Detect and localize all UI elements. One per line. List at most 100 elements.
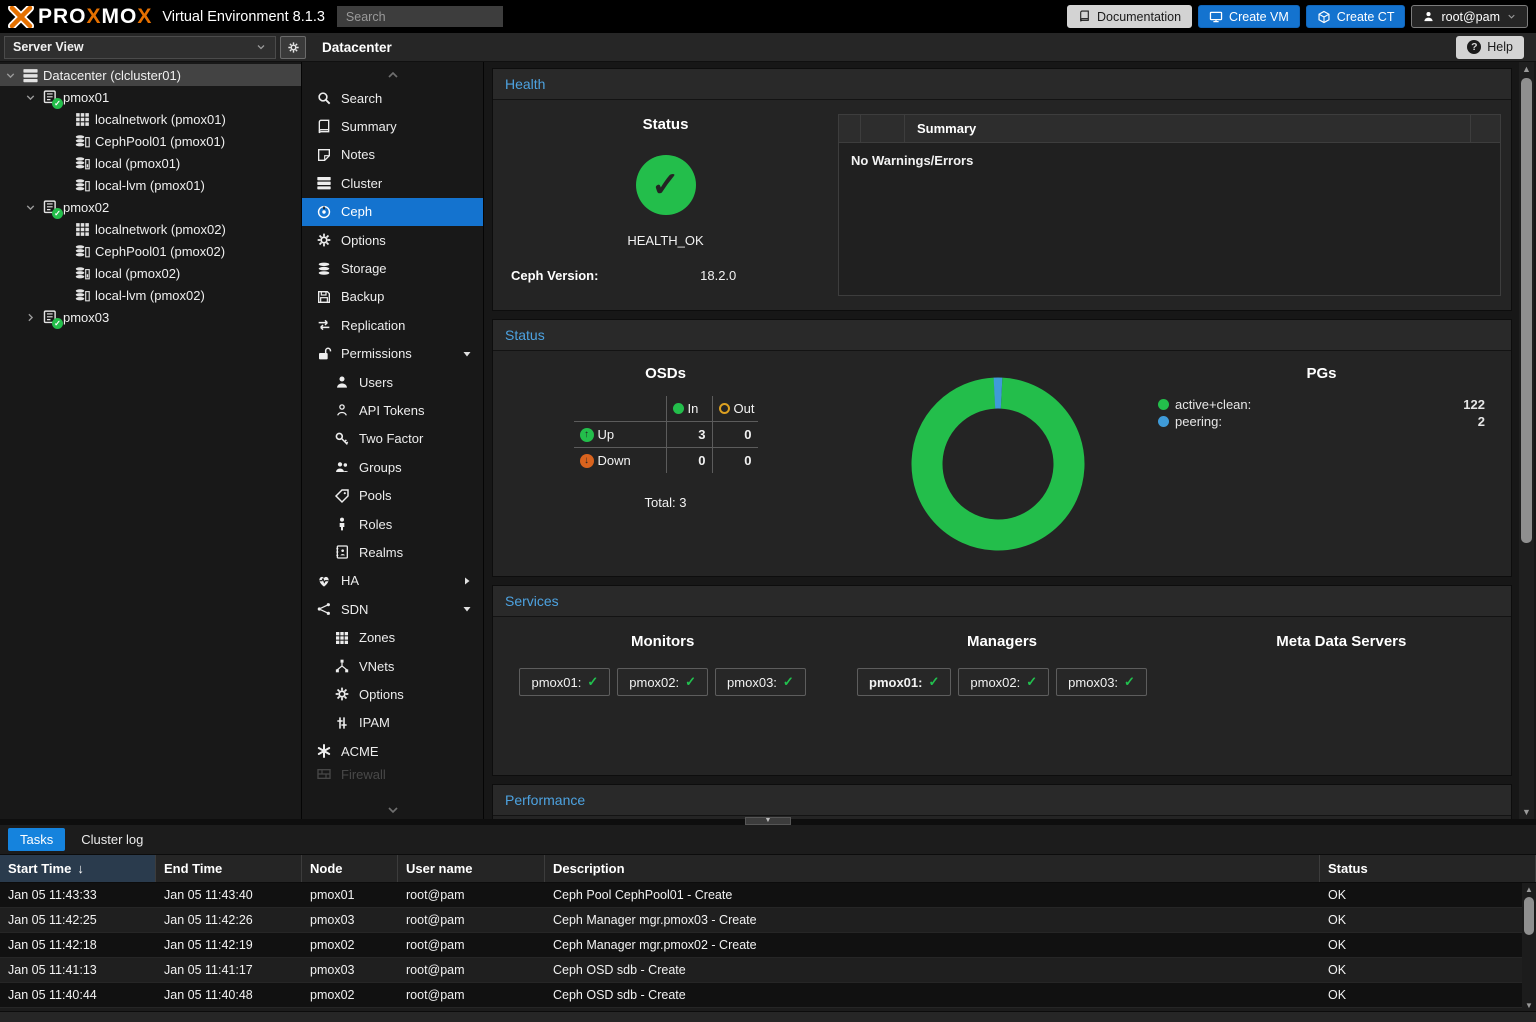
tree-item-pmox03[interactable]: pmox03 — [0, 306, 301, 329]
column-header-start-time[interactable]: Start Time ↓ — [0, 855, 156, 882]
view-selector[interactable]: Server View — [4, 35, 276, 59]
pg-legend-row: active+clean: 122 — [1158, 396, 1485, 413]
menu-item-cluster[interactable]: Cluster — [302, 169, 483, 197]
pg-legend-dot-icon — [1158, 416, 1169, 427]
bottom-strip — [0, 1011, 1536, 1022]
column-header-node[interactable]: Node — [302, 855, 398, 882]
scroll-down-arrow[interactable]: ▼ — [1525, 1000, 1533, 1010]
menu-item-notes[interactable]: Notes — [302, 141, 483, 169]
task-end-time: Jan 05 11:41:17 — [164, 963, 253, 977]
tree-item-local-lvm-pmox01[interactable]: local-lvm (pmox01) — [0, 174, 301, 196]
menu-item-sdn[interactable]: SDN — [302, 595, 483, 623]
health-ok-icon: ✓ — [635, 155, 696, 215]
menu-item-search[interactable]: Search — [302, 84, 483, 112]
menu-item-storage[interactable]: Storage — [302, 254, 483, 282]
menu-item-summary[interactable]: Summary — [302, 112, 483, 140]
health-summary-table: Summary No Warnings/Errors — [838, 114, 1501, 296]
tree-item-local-lvm-pmox02[interactable]: local-lvm (pmox02) — [0, 284, 301, 306]
menu-scroll-down-indicator[interactable] — [302, 801, 483, 819]
pg-legend-value: 122 — [1463, 397, 1485, 412]
tree-item-pmox02[interactable]: pmox02 — [0, 196, 301, 219]
tree-item-local-pmox01[interactable]: local (pmox01) — [0, 152, 301, 174]
tree-item-cephpool01-pmox01[interactable]: CephPool01 (pmox01) — [0, 130, 301, 152]
documentation-button[interactable]: Documentation — [1066, 5, 1193, 28]
scrollbar-thumb[interactable] — [1521, 78, 1532, 543]
main-scrollbar[interactable]: ▲ ▼ — [1519, 62, 1534, 819]
menu-expand-icon — [461, 603, 473, 615]
menu-item-users[interactable]: Users — [302, 368, 483, 396]
menu-item-acme[interactable]: ACME — [302, 737, 483, 765]
task-row[interactable]: Jan 05 11:43:33 Jan 05 11:43:40 pmox01 r… — [0, 883, 1536, 908]
menu-item-roles[interactable]: Roles — [302, 510, 483, 538]
menu-item-label: SDN — [341, 601, 369, 617]
menu-item-realms[interactable]: Realms — [302, 538, 483, 566]
user-menu-button[interactable]: root@pam — [1411, 5, 1528, 28]
tab-tasks[interactable]: Tasks — [8, 828, 66, 851]
column-header-description[interactable]: Description — [545, 855, 1320, 882]
view-settings-button[interactable] — [280, 35, 306, 59]
menu-item-replication[interactable]: Replication — [302, 311, 483, 339]
tree-item-icon — [73, 110, 91, 128]
book-icon — [1078, 10, 1091, 23]
menu-item-api-tokens[interactable]: API Tokens — [302, 396, 483, 424]
tree-item-localnetwork-pmox02[interactable]: localnetwork (pmox02) — [0, 218, 301, 240]
tasks-scrollbar[interactable]: ▲ ▼ — [1522, 883, 1536, 1011]
tab-cluster-log[interactable]: Cluster log — [81, 832, 144, 847]
menu-item-groups[interactable]: Groups — [302, 453, 483, 481]
tree-item-label: local (pmox01) — [95, 155, 181, 171]
column-header-end-time[interactable]: End Time — [156, 855, 302, 882]
tree-item-localnetwork-pmox01[interactable]: localnetwork (pmox01) — [0, 108, 301, 130]
menu-item-icon — [316, 232, 332, 248]
tree-item-icon — [73, 176, 91, 194]
tree-item-icon — [73, 220, 91, 238]
column-header-user-name[interactable]: User name — [398, 855, 545, 882]
menu-item-label: IPAM — [359, 715, 390, 731]
menu-item-icon — [334, 544, 350, 560]
summary-column-header[interactable]: Summary — [917, 121, 977, 136]
create-vm-button[interactable]: Create VM — [1198, 5, 1300, 28]
tree-item-local-pmox02[interactable]: local (pmox02) — [0, 262, 301, 284]
ceph-version-value: 18.2.0 — [700, 268, 737, 283]
global-search-input[interactable] — [336, 6, 503, 27]
datacenter-menu: Search Summary Notes — [302, 62, 484, 819]
tree-item-pmox01[interactable]: pmox01 — [0, 86, 301, 109]
menu-item-label: HA — [341, 573, 360, 589]
menu-item-firewall[interactable]: Firewall — [302, 765, 483, 783]
scroll-down-arrow[interactable]: ▼ — [1522, 807, 1531, 817]
menu-item-ceph[interactable]: Ceph — [302, 197, 483, 226]
menu-scroll-up-indicator[interactable] — [302, 66, 483, 84]
task-row[interactable]: Jan 05 11:42:25 Jan 05 11:42:26 pmox03 r… — [0, 908, 1536, 933]
menu-item-zones[interactable]: Zones — [302, 623, 483, 651]
create-ct-button[interactable]: Create CT — [1305, 5, 1406, 28]
scroll-up-arrow[interactable]: ▲ — [1522, 64, 1531, 74]
menu-item-permissions[interactable]: Permissions — [302, 340, 483, 368]
splitter-handle[interactable]: ▼ — [745, 817, 791, 825]
menu-item-sdn-options[interactable]: Options — [302, 680, 483, 708]
panel-splitter[interactable]: ▼ — [0, 817, 1536, 825]
menu-expand-icon — [461, 632, 473, 644]
tree-item-label: pmox03 — [63, 309, 110, 325]
task-row[interactable]: Jan 05 11:41:13 Jan 05 11:41:17 pmox03 r… — [0, 958, 1536, 983]
menu-item-ha[interactable]: HA — [302, 567, 483, 595]
scrollbar-thumb[interactable] — [1524, 897, 1534, 935]
column-header-status[interactable]: Status — [1320, 855, 1536, 882]
monitors-title: Monitors — [631, 633, 695, 650]
pgs-legend: active+clean: 122 peering: 2 — [1158, 396, 1485, 430]
menu-item-pools[interactable]: Pools — [302, 481, 483, 509]
menu-item-vnets[interactable]: VNets — [302, 652, 483, 680]
tree-item-icon — [41, 308, 63, 329]
menu-item-backup[interactable]: Backup — [302, 283, 483, 311]
status-panel: Status OSDs In Out ↑ Up 3 0 ↓ Down 0 — [492, 319, 1512, 577]
task-status: OK — [1328, 963, 1347, 977]
task-row[interactable]: Jan 05 11:42:18 Jan 05 11:42:19 pmox02 r… — [0, 933, 1536, 958]
menu-item-options[interactable]: Options — [302, 226, 483, 254]
question-icon: ? — [1467, 40, 1482, 54]
tree-item-cephpool01-pmox02[interactable]: CephPool01 (pmox02) — [0, 240, 301, 262]
menu-item-ipam[interactable]: IPAM — [302, 709, 483, 737]
tree-item-datacenter[interactable]: Datacenter (clcluster01) — [0, 64, 301, 86]
task-row[interactable]: Jan 05 11:40:44 Jan 05 11:40:48 pmox02 r… — [0, 983, 1536, 1008]
osd-row-down: Down — [597, 453, 631, 468]
help-button[interactable]: ? Help — [1456, 35, 1524, 59]
menu-item-two-factor[interactable]: Two Factor — [302, 425, 483, 453]
scroll-up-arrow[interactable]: ▲ — [1525, 884, 1533, 894]
